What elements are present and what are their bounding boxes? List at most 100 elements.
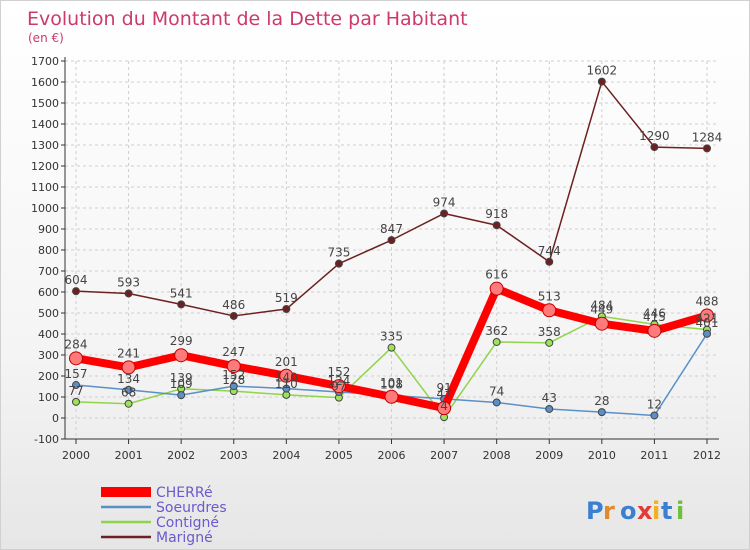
x-tick-label: 2007 [430, 449, 458, 462]
data-point [174, 348, 189, 363]
data-point [542, 303, 557, 318]
data-point [492, 337, 501, 346]
data-point [650, 143, 659, 152]
data-point [440, 209, 449, 218]
x-tick-label: 2002 [167, 449, 195, 462]
data-label: 139 [170, 371, 193, 385]
data-label: 97 [331, 380, 346, 394]
data-label: 241 [117, 346, 140, 360]
data-point [594, 316, 609, 331]
data-label: 28 [594, 394, 609, 408]
data-point [597, 77, 606, 86]
data-label: 134 [117, 372, 140, 386]
data-point [700, 308, 714, 323]
data-point [177, 300, 186, 309]
data-label: 519 [275, 291, 298, 305]
logo-letter: P [586, 497, 604, 525]
x-tick-label: 2003 [220, 449, 248, 462]
legend-label: Contigné [156, 515, 219, 531]
data-label: 421 [696, 312, 719, 326]
data-label: 446 [643, 306, 666, 320]
data-point [72, 381, 80, 390]
legend-label: Soeurdres [156, 500, 227, 516]
data-point [72, 397, 80, 406]
data-point [279, 368, 294, 383]
data-point [69, 351, 83, 366]
chart-subtitle: (en €) [28, 31, 64, 45]
data-label: 449 [590, 303, 613, 317]
y-tick-label: 600 [38, 286, 59, 299]
data-label: 140 [275, 371, 298, 385]
data-point [226, 359, 241, 374]
data-label: 488 [696, 295, 719, 309]
y-tick-label: 1600 [31, 76, 59, 89]
data-label: 1290 [639, 129, 670, 143]
data-point [124, 399, 133, 408]
data-point [650, 411, 659, 420]
data-point [545, 404, 554, 413]
data-point [282, 305, 291, 314]
logo-letter: x [637, 497, 653, 525]
data-point [331, 379, 346, 394]
y-tick-label: 1700 [31, 55, 59, 68]
y-tick-label: 0 [52, 412, 59, 425]
logo-letter: o [620, 497, 637, 525]
data-label: 415 [643, 310, 666, 324]
data-label: 847 [380, 222, 403, 236]
data-point [124, 289, 133, 298]
y-tick-label: 400 [38, 328, 59, 341]
series-layer [69, 77, 714, 422]
data-label: 152 [327, 365, 350, 379]
data-label: 91 [436, 381, 451, 395]
data-label: 128 [222, 373, 245, 387]
data-label: 247 [222, 345, 245, 359]
data-label: 1602 [587, 64, 618, 78]
data-label: 12 [647, 397, 662, 411]
data-label: 299 [170, 334, 193, 348]
axis-layer: -100 0 100 200 300 400 500 600 700 800 900 1000 1100… [31, 55, 721, 462]
y-tick-label: 1300 [31, 139, 59, 152]
data-label: 974 [433, 195, 456, 209]
logo-letter: i [652, 497, 660, 525]
data-point [124, 385, 133, 394]
data-label: 68 [121, 386, 136, 400]
data-label: 152 [222, 368, 245, 382]
data-point [121, 360, 136, 375]
y-tick-label: 300 [38, 349, 59, 362]
data-label: 362 [485, 324, 508, 338]
data-point [597, 408, 606, 417]
data-point [177, 391, 186, 400]
data-point [703, 144, 711, 153]
data-label: 541 [170, 286, 193, 300]
data-label: 486 [222, 298, 245, 312]
data-point [229, 311, 238, 320]
data-point [492, 398, 501, 407]
data-label: 335 [380, 330, 403, 344]
data-label: 157 [65, 367, 88, 381]
legend-label: Marigné [156, 530, 213, 546]
data-label: 108 [380, 377, 403, 391]
y-tick-label: 1400 [31, 118, 59, 131]
data-point [229, 382, 238, 391]
data-label: 124 [327, 374, 350, 388]
y-tick-label: 500 [38, 307, 59, 320]
grid-layer [65, 60, 719, 440]
x-tick-label: 2009 [535, 449, 563, 462]
data-label: 43 [542, 391, 557, 405]
y-tick-label: -100 [34, 433, 59, 446]
data-label: 74 [489, 384, 504, 398]
data-label: 47 [436, 387, 451, 401]
data-point [384, 389, 399, 404]
x-tick-label: 2000 [62, 449, 90, 462]
chart-title: Evolution du Montant de la Dette par Hab… [27, 8, 468, 30]
legend-label: CHERRé [156, 485, 213, 501]
data-point [334, 259, 343, 268]
data-label: 604 [65, 273, 88, 287]
data-label-layer: 2842412992472011521014761651344941548815… [65, 64, 723, 414]
data-label: 1284 [692, 130, 723, 144]
series-marigné [72, 77, 711, 320]
